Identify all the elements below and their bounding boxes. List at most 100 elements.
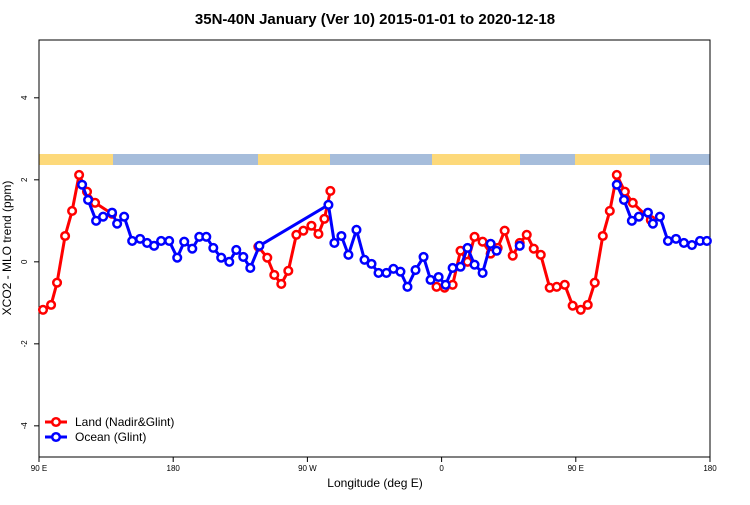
- point: [670, 233, 682, 244]
- point: [319, 213, 330, 224]
- point: [618, 194, 630, 205]
- y-tick-label: 4: [20, 95, 29, 100]
- point: [172, 252, 183, 263]
- x-tick-label: 90 W: [298, 464, 317, 473]
- y-tick-label: 2: [20, 177, 29, 182]
- point: [98, 211, 109, 222]
- x-tick-label: 180: [167, 464, 181, 473]
- point: [224, 256, 235, 267]
- point: [381, 267, 392, 278]
- x-axis-label: Longitude (deg E): [327, 476, 422, 490]
- point: [77, 179, 88, 190]
- point: [410, 264, 421, 276]
- point: [306, 220, 317, 231]
- point: [462, 242, 473, 253]
- point: [559, 279, 570, 290]
- point: [514, 240, 525, 251]
- point: [269, 269, 280, 280]
- point: [678, 237, 689, 249]
- point: [238, 251, 249, 262]
- x-tick-label: 90 E: [31, 464, 47, 473]
- point: [216, 252, 227, 263]
- point: [366, 258, 377, 269]
- point: [455, 261, 466, 272]
- map-strip: [39, 154, 710, 165]
- x-tick-label: 180: [703, 464, 717, 473]
- point: [647, 218, 658, 229]
- point: [575, 304, 586, 315]
- point: [254, 240, 265, 251]
- point: [589, 277, 600, 288]
- point: [551, 281, 562, 292]
- point: [491, 245, 502, 256]
- point: [535, 249, 546, 260]
- point: [135, 233, 146, 244]
- point: [433, 271, 444, 283]
- land-strip: [39, 154, 113, 165]
- point: [245, 262, 256, 274]
- point: [74, 169, 85, 180]
- point: [431, 281, 442, 292]
- point: [633, 211, 644, 222]
- land-strip: [575, 154, 650, 165]
- point: [359, 254, 370, 265]
- point: [604, 205, 615, 217]
- point: [477, 267, 488, 278]
- point: [469, 259, 480, 270]
- point: [156, 235, 167, 246]
- ocean-strip: [39, 154, 710, 165]
- point: [329, 237, 340, 249]
- point: [343, 249, 354, 260]
- point: [597, 230, 608, 242]
- y-tick-label: 0: [20, 259, 29, 264]
- point: [425, 274, 436, 285]
- point: [37, 304, 49, 315]
- point: [164, 235, 175, 246]
- point: [447, 262, 458, 274]
- point: [626, 215, 637, 226]
- point: [83, 194, 94, 205]
- point: [283, 265, 294, 276]
- point: [701, 235, 712, 246]
- legend-label: Land (Nadir&Glint): [75, 415, 174, 429]
- point: [654, 211, 665, 222]
- point: [325, 185, 336, 196]
- point: [395, 266, 406, 277]
- point: [521, 229, 532, 240]
- point: [642, 207, 654, 218]
- x-tick-label: 0: [439, 464, 444, 473]
- point: [485, 238, 496, 249]
- point: [107, 207, 118, 218]
- legend-marker: [50, 431, 62, 443]
- y-tick-label: -4: [20, 422, 29, 430]
- x-tick-label: 90 E: [568, 464, 584, 473]
- point: [686, 239, 698, 251]
- point: [469, 231, 480, 242]
- point: [91, 215, 102, 226]
- point: [499, 225, 510, 236]
- point: [291, 229, 302, 240]
- point: [440, 279, 451, 290]
- point: [611, 169, 622, 180]
- legend-marker: [50, 416, 62, 428]
- point: [201, 231, 212, 242]
- point: [418, 251, 429, 262]
- y-axis-label: XCO2 - MLO trend (ppm): [0, 181, 14, 316]
- point: [627, 197, 638, 208]
- point: [231, 244, 242, 255]
- legend-label: Ocean (Glint): [75, 430, 146, 444]
- point: [51, 277, 63, 288]
- point: [313, 228, 324, 239]
- point: [507, 250, 518, 261]
- point: [119, 211, 130, 222]
- point: [262, 252, 273, 263]
- point: [582, 299, 593, 310]
- y-tick-label: -2: [20, 340, 29, 348]
- point: [373, 267, 384, 278]
- point: [60, 230, 71, 242]
- point: [67, 205, 78, 217]
- point: [336, 230, 347, 242]
